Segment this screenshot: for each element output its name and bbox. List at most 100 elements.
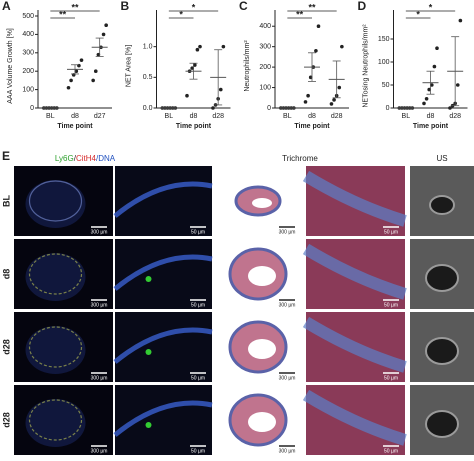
y-tick-label: 400 bbox=[22, 31, 34, 38]
fluor-header: Ly6G/CitH4/DNA bbox=[55, 154, 116, 163]
data-point bbox=[104, 23, 108, 28]
collagen bbox=[302, 316, 407, 373]
y-axis-label: Neutrophils/mm² bbox=[244, 40, 251, 92]
y-tick-label: 0 bbox=[30, 105, 34, 112]
data-point bbox=[337, 85, 342, 90]
x-axis-label: Time point bbox=[294, 123, 330, 130]
row-label: d8 bbox=[1, 269, 11, 280]
x-tick-label: d28 bbox=[331, 113, 343, 120]
micrograph bbox=[115, 166, 212, 236]
data-point bbox=[329, 102, 334, 106]
us-lumen bbox=[425, 410, 459, 438]
scale-label: 300 µm bbox=[279, 448, 296, 454]
scale-label: 50 µm bbox=[191, 448, 205, 454]
y-tick-label: 400 bbox=[259, 23, 271, 30]
significance-label: ** bbox=[59, 9, 67, 19]
data-point bbox=[91, 78, 95, 83]
micrograph bbox=[115, 312, 212, 382]
y-tick-label: 100 bbox=[22, 86, 34, 93]
data-point bbox=[185, 93, 189, 98]
scale-label: 300 µm bbox=[91, 375, 108, 381]
significance-label: * bbox=[416, 9, 420, 19]
us-header: US bbox=[436, 154, 447, 163]
y-tick-label: 200 bbox=[259, 64, 271, 71]
scale-label: 50 µm bbox=[384, 448, 398, 454]
micrograph bbox=[115, 385, 212, 455]
y-tick-label: 0 bbox=[386, 105, 390, 112]
x-tick-label: BL bbox=[402, 113, 411, 120]
data-point bbox=[195, 47, 200, 52]
x-axis-label: Time point bbox=[57, 123, 93, 130]
vessel-wall bbox=[113, 400, 213, 437]
significance-label: * bbox=[179, 9, 183, 19]
y-tick-label: 300 bbox=[259, 44, 271, 51]
tissue-glow bbox=[25, 326, 86, 374]
tissue-glow bbox=[25, 399, 86, 447]
x-axis-label: Time point bbox=[413, 123, 449, 130]
data-point bbox=[306, 93, 310, 98]
panel-letter: B bbox=[121, 0, 130, 13]
y-tick-label: 0.5 bbox=[143, 74, 153, 81]
data-point bbox=[79, 58, 84, 62]
significance-label: ** bbox=[71, 2, 79, 12]
collagen bbox=[302, 243, 407, 300]
x-tick-label: d8 bbox=[427, 113, 435, 120]
data-point bbox=[458, 18, 463, 23]
data-point bbox=[332, 98, 336, 102]
panel-letter: E bbox=[2, 149, 10, 163]
scale-label: 50 µm bbox=[191, 302, 205, 308]
scale-label: 300 µm bbox=[279, 375, 296, 381]
y-tick-label: 50 bbox=[382, 82, 390, 89]
data-point bbox=[198, 44, 202, 49]
data-point bbox=[435, 46, 439, 50]
us-lumen bbox=[429, 195, 455, 215]
data-point bbox=[93, 69, 98, 73]
panel-letter: C bbox=[239, 0, 248, 13]
y-tick-label: 1.0 bbox=[143, 44, 153, 51]
cell bbox=[145, 422, 152, 428]
y-axis-label: AAA Volume Growth [%] bbox=[7, 28, 14, 104]
row-label: BL bbox=[1, 195, 11, 207]
scale-label: 300 µm bbox=[279, 302, 296, 308]
header-part: /DNA bbox=[96, 154, 116, 163]
data-point bbox=[218, 87, 223, 92]
data-point bbox=[221, 44, 226, 49]
tissue-glow bbox=[25, 253, 86, 301]
data-point bbox=[424, 97, 429, 101]
scale-label: 50 µm bbox=[191, 375, 205, 381]
data-point bbox=[422, 101, 426, 106]
data-point bbox=[432, 64, 437, 69]
data-point bbox=[455, 83, 460, 87]
us-lumen bbox=[425, 337, 459, 365]
scale-label: 50 µm bbox=[191, 229, 205, 235]
y-tick-label: 100 bbox=[259, 84, 271, 91]
panel-letter: D bbox=[358, 0, 367, 13]
image-grid: BL 300 µm 50 µm 300 µm 50 µm d8 300 µm 50 µm 300… bbox=[1, 166, 474, 455]
significance-label: ** bbox=[308, 2, 316, 12]
y-tick-label: 300 bbox=[22, 50, 34, 57]
scale-label: 50 µm bbox=[384, 229, 398, 235]
x-tick-label: d8 bbox=[71, 113, 79, 120]
vessel-wall bbox=[113, 327, 213, 364]
data-point bbox=[316, 24, 321, 29]
header-part: CitH4 bbox=[76, 154, 97, 163]
cell bbox=[145, 276, 152, 282]
lumen bbox=[248, 339, 276, 359]
micrograph bbox=[115, 239, 212, 309]
row-label: d28 bbox=[1, 339, 11, 355]
vessel-wall bbox=[113, 254, 213, 291]
y-tick-label: 500 bbox=[22, 13, 34, 20]
data-point bbox=[448, 106, 452, 110]
significance-label: * bbox=[429, 2, 433, 12]
x-axis-label: Time point bbox=[176, 123, 212, 130]
scale-label: 50 µm bbox=[384, 302, 398, 308]
y-tick-label: 0 bbox=[267, 105, 271, 112]
row-label: d28 bbox=[1, 412, 11, 428]
data-point bbox=[211, 106, 215, 110]
x-tick-label: d8 bbox=[190, 113, 198, 120]
us-lumen bbox=[425, 264, 459, 292]
data-point bbox=[101, 32, 106, 37]
tissue-glow bbox=[25, 180, 86, 228]
y-tick-label: 100 bbox=[378, 59, 390, 66]
